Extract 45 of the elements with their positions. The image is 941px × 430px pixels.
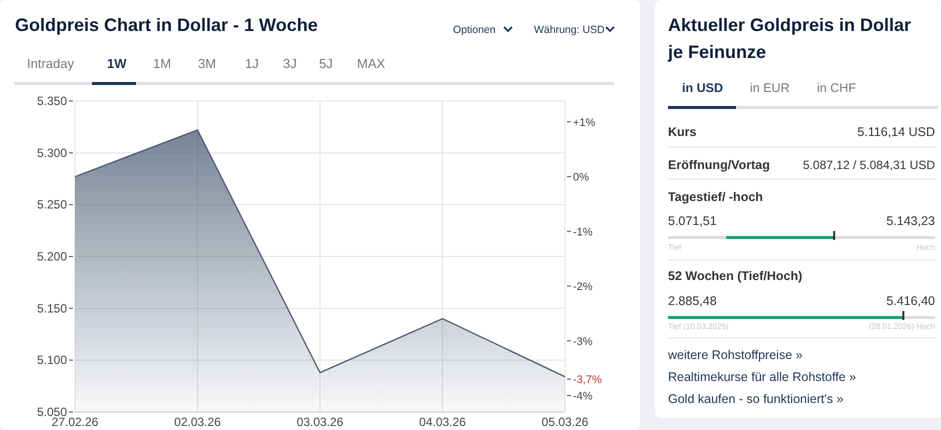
text: Währung: USD (534, 24, 606, 36)
x-tick-label: 04.03.26 (419, 415, 466, 429)
text: Aktueller Goldpreis in Dollar je Feinunze (667, 15, 912, 62)
text: Gold kaufen - so funktioniert's » (668, 392, 844, 406)
y-tick-label: 5.350 (36, 94, 68, 108)
text: Eröffnung/Vortag (668, 158, 770, 172)
text: Intraday (27, 56, 74, 71)
text: in EUR (750, 81, 790, 95)
text: 2.885,48 (668, 294, 717, 308)
text: Tagestief/ -hoch (668, 190, 763, 204)
y-tick-label: 5.100 (36, 353, 68, 368)
text: in USD (682, 81, 723, 95)
text: 5.116,14 USD (857, 125, 935, 139)
y-tick-label: 5.300 (36, 146, 68, 160)
y2-tick-label: -4% (573, 390, 593, 403)
text: Realtimekurse für alle Rohstoffe » (668, 370, 856, 384)
text: 5.087,12 / 5.084,31 USD (802, 158, 936, 172)
y2-tick-label: +1% (573, 116, 596, 129)
text: 5.071,51 (668, 214, 717, 228)
text: 5J (319, 56, 333, 71)
y2-tick-label: -3% (573, 336, 593, 348)
text: 1W (107, 56, 128, 71)
x-tick-label: 03.03.26 (296, 415, 344, 429)
y-tick-label: 5.150 (36, 301, 68, 316)
text: in CHF (817, 81, 856, 95)
y-tick-label: 5.200 (36, 250, 68, 264)
text: 5.143,23 (886, 214, 936, 228)
y-tick-label: 5.250 (36, 198, 68, 212)
text: 3J (283, 56, 297, 71)
text: 52 Wochen (Tief/Hoch) (668, 269, 802, 283)
text: Kurs (668, 125, 697, 139)
y2-tick-label: -2% (573, 281, 593, 294)
x-tick-label: 05.03.26 (542, 415, 589, 429)
text: 1J (245, 56, 259, 71)
y2-tick-label: -1% (573, 226, 593, 238)
text: weitere Rohstoffpreise » (667, 348, 803, 362)
x-tick-label: 02.03.26 (174, 415, 222, 429)
text: Optionen (453, 24, 496, 36)
y2-tick-label: -3,7% (573, 374, 602, 386)
y2-tick-label: 0% (573, 172, 590, 184)
text: 5.416,40 (886, 294, 936, 308)
text: 3M (198, 56, 216, 71)
chart-title: Goldpreis Chart in Dollar - 1 Woche (15, 15, 318, 35)
text: MAX (357, 56, 386, 71)
text: 1M (153, 56, 172, 71)
